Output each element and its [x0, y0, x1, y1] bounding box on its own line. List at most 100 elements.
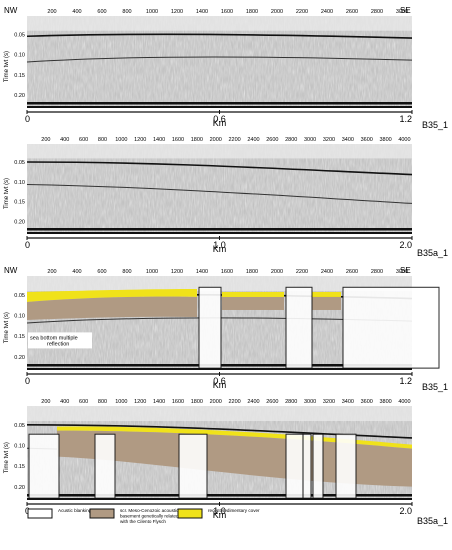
y-tick-label: 0.10 — [14, 180, 25, 186]
shot-tick-label: 3000 — [304, 137, 316, 143]
km-tick-label: 0 — [25, 114, 30, 124]
shot-tick-label: 200 — [41, 137, 50, 143]
bottom-band — [27, 494, 412, 497]
seismic-noise — [27, 144, 412, 234]
shot-tick-label: 2400 — [247, 137, 259, 143]
shot-tick-label: 4000 — [398, 137, 410, 143]
shot-tick-label: 2000 — [271, 269, 283, 275]
shot-tick-label: 2400 — [321, 269, 333, 275]
shot-tick-label: 800 — [98, 137, 107, 143]
panel-p2: 200 400 600 800 1000 1200 1400 1600 1800 2000 2200… — [4, 137, 448, 258]
y-axis-title: Time twt (s) — [4, 442, 10, 473]
y-tick-label: 0.20 — [14, 219, 25, 225]
bottom-band — [27, 106, 412, 108]
acoustic-blanking-box — [285, 433, 304, 499]
sedimentary-cover — [222, 291, 284, 297]
shot-tick-label: 1400 — [196, 9, 208, 15]
shot-tick-label: 200 — [41, 399, 50, 405]
acoustic-blanking-box — [285, 286, 313, 369]
km-tick-label: 2.0 — [399, 506, 412, 516]
sedimentary-cover — [312, 291, 341, 297]
y-tick-label: 0.20 — [14, 93, 25, 99]
shot-tick-label: 2400 — [321, 9, 333, 15]
bottom-band — [27, 498, 412, 500]
se-label: SE — [400, 266, 411, 275]
shot-tick-label: 3000 — [396, 269, 408, 275]
shot-tick-label: 1600 — [221, 269, 233, 275]
multiple-reflector — [26, 56, 413, 63]
seismic-noise — [27, 16, 412, 108]
acoustic-basement — [27, 296, 197, 320]
acoustic-blanking-box — [312, 433, 324, 499]
shot-tick-label: 800 — [122, 269, 131, 275]
shot-tick-label: 600 — [97, 269, 106, 275]
shot-tick-label: 2600 — [346, 269, 358, 275]
se-label: SE — [400, 6, 411, 15]
shot-tick-label: 1200 — [171, 9, 183, 15]
shot-tick-label: 2200 — [228, 137, 240, 143]
nw-label: NW — [4, 266, 18, 275]
acoustic-basement — [222, 296, 284, 310]
km-tick-label: 0 — [25, 376, 30, 386]
km-tick-label: 1.2 — [399, 114, 412, 124]
bottom-band — [27, 232, 412, 234]
profile-name: B35a_1 — [417, 248, 448, 258]
shot-tick-label: 400 — [60, 137, 69, 143]
bottom-band — [27, 368, 412, 370]
shot-tick-label: 1000 — [115, 399, 127, 405]
shot-tick-label: 2200 — [296, 9, 308, 15]
shot-tick-label: 3800 — [379, 399, 391, 405]
shot-tick-label: 1600 — [221, 9, 233, 15]
y-tick-label: 0.05 — [14, 423, 25, 429]
km-tick-label: 0 — [25, 240, 30, 250]
shot-tick-label: 2000 — [271, 9, 283, 15]
multiple-reflector — [26, 184, 413, 204]
shot-tick-label: 1400 — [153, 137, 165, 143]
acoustic-blanking-box — [335, 433, 357, 499]
profile-name: B35_1 — [422, 382, 448, 392]
shot-tick-label: 600 — [79, 399, 88, 405]
km-axis-label: Km — [213, 380, 227, 390]
shot-tick-label: 4000 — [398, 399, 410, 405]
shot-tick-label: 200 — [47, 269, 56, 275]
y-axis-title: Time twt (s) — [4, 51, 10, 82]
shot-tick-label: 2600 — [266, 399, 278, 405]
shot-tick-label: 400 — [72, 9, 81, 15]
shot-tick-label: 600 — [97, 9, 106, 15]
km-tick-label: 0.6 — [213, 114, 226, 124]
shot-tick-label: 3800 — [379, 137, 391, 143]
sea-bottom-reflector — [26, 161, 413, 176]
km-tick-label: 0.6 — [213, 376, 226, 386]
sea-bottom-reflector — [26, 424, 413, 439]
panel-p1: NW SE 200 400 600 800 1000 1200 1400 1600 1800 2000… — [4, 6, 448, 130]
shot-tick-label: 1400 — [153, 399, 165, 405]
shot-tick-label: 3200 — [323, 137, 335, 143]
km-tick-label: 1.2 — [399, 376, 412, 386]
shot-tick-label: 1800 — [191, 137, 203, 143]
y-tick-label: 0.20 — [14, 355, 25, 361]
shot-tick-label: 3000 — [396, 9, 408, 15]
shot-tick-label: 1000 — [115, 137, 127, 143]
shot-tick-label: 2400 — [247, 399, 259, 405]
y-axis-title: Time twt (s) — [4, 312, 10, 343]
shot-tick-label: 1800 — [246, 9, 258, 15]
km-tick-label: 2.0 — [399, 240, 412, 250]
nw-label: NW — [4, 6, 18, 15]
acoustic-blanking-box — [178, 433, 208, 499]
acoustic-blanking-box — [198, 286, 222, 369]
shot-tick-label: 2800 — [285, 399, 297, 405]
km-axis-label: Km — [213, 118, 227, 128]
shot-tick-label: 1000 — [146, 269, 158, 275]
annotation-box — [28, 332, 92, 349]
shot-tick-label: 2200 — [228, 399, 240, 405]
profile-name: B35_1 — [422, 120, 448, 130]
acoustic-blanking-box — [28, 433, 60, 499]
shot-tick-label: 3200 — [323, 399, 335, 405]
shot-tick-label: 2600 — [266, 137, 278, 143]
panel-p4: 200 400 600 800 1000 1200 1400 1600 1800 2000 2200… — [4, 399, 448, 526]
y-tick-label: 0.05 — [14, 293, 25, 299]
shot-tick-label: 200 — [47, 9, 56, 15]
y-tick-label: 0.10 — [14, 53, 25, 59]
shot-tick-label: 1600 — [172, 137, 184, 143]
sedimentary-cover — [57, 426, 412, 449]
